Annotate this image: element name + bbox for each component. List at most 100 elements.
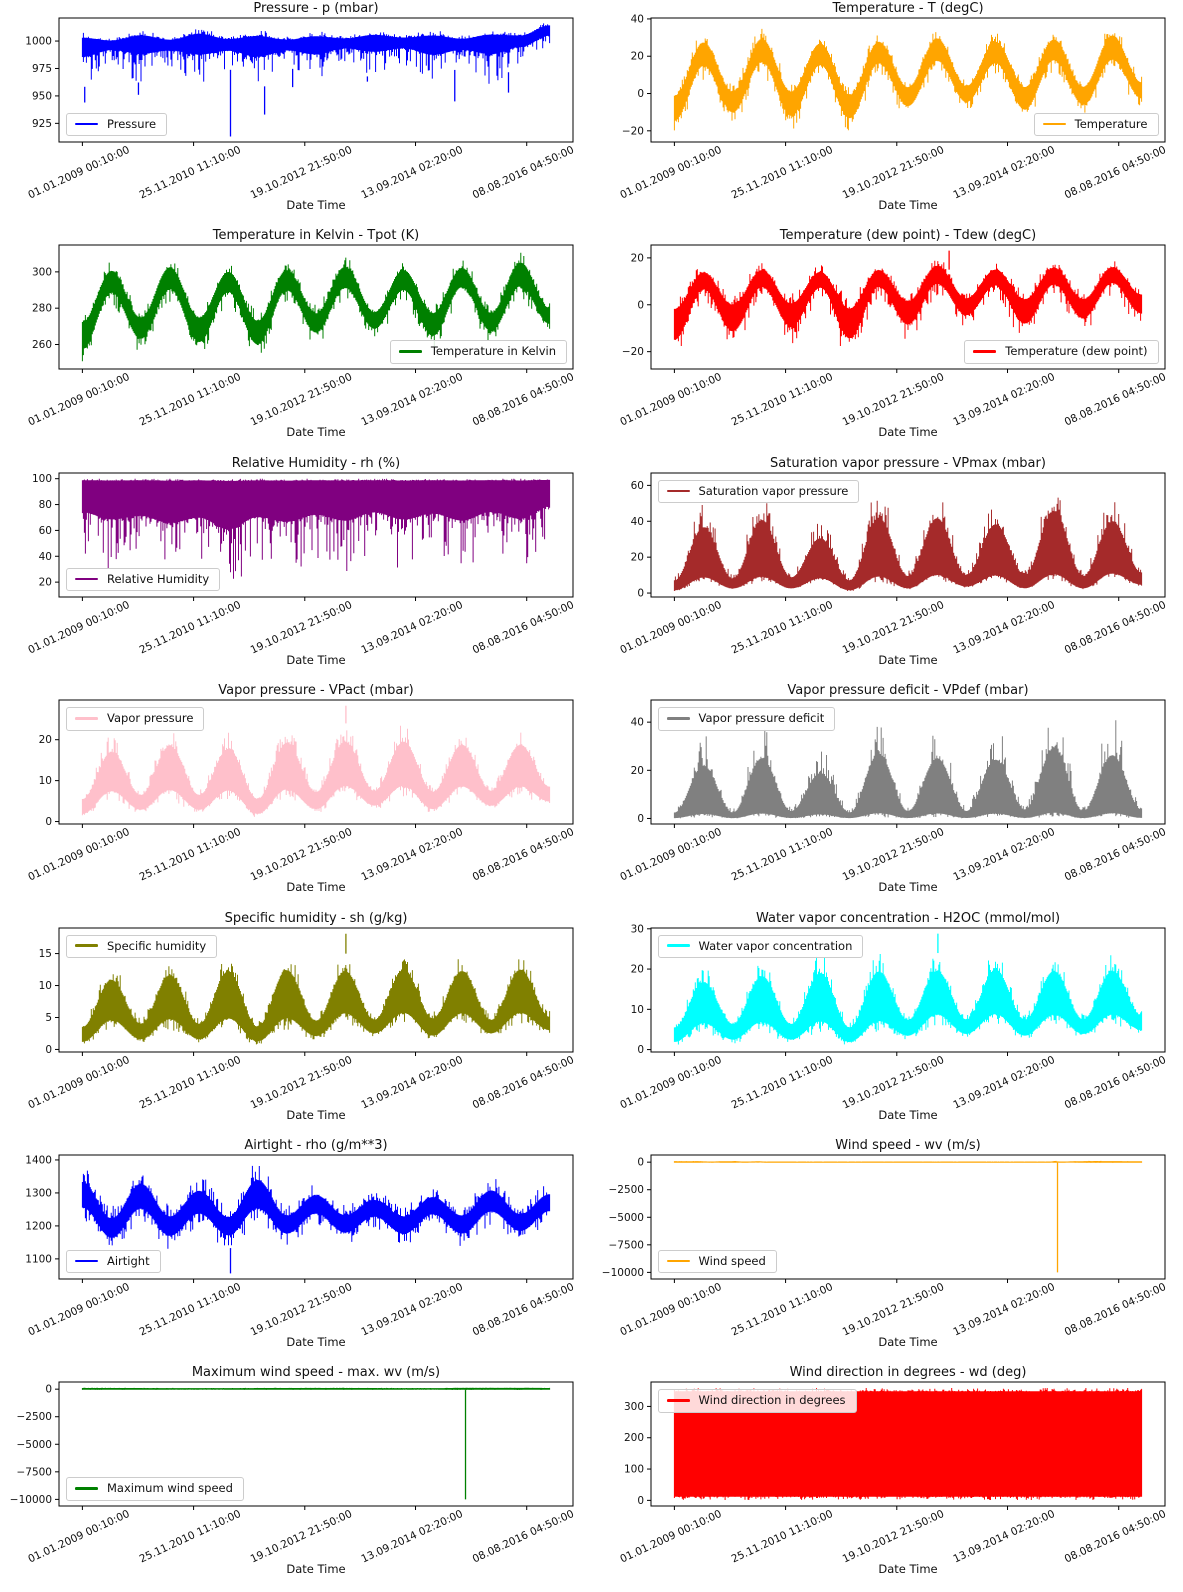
y-tick-label: 0: [637, 300, 644, 312]
x-tick-label: 25.11.2010 11:10:00: [138, 1508, 243, 1566]
y-tick-label: 60: [630, 480, 643, 492]
x-axis-label: Date Time: [878, 1335, 937, 1349]
y-tick-label: 20: [630, 551, 643, 563]
y-tick-label: 20: [39, 734, 52, 746]
legend: Temperature: [1033, 113, 1159, 137]
x-tick-label: 19.10.2012 21:50:00: [249, 371, 354, 429]
x-tick-label: 13.09.2014 02:20:00: [951, 599, 1056, 657]
x-axis-label: Date Time: [878, 653, 937, 667]
y-tick-label: 1300: [25, 1187, 52, 1199]
x-axis-label: Date Time: [286, 653, 345, 667]
legend-line-sample: [75, 717, 98, 720]
x-tick-label: 13.09.2014 02:20:00: [951, 371, 1056, 429]
x-tick-label: 13.09.2014 02:20:00: [951, 826, 1056, 884]
x-tick-label: 13.09.2014 02:20:00: [951, 1508, 1056, 1566]
plot-title: Specific humidity - sh (g/kg): [225, 911, 408, 926]
x-tick-label: 08.08.2016 04:50:00: [1062, 144, 1167, 202]
legend-label: Pressure: [107, 117, 157, 131]
y-tick-label: −20: [621, 347, 643, 359]
series-line: [81, 23, 551, 84]
y-tick-label: −5000: [608, 1212, 644, 1224]
y-tick-label: 975: [32, 63, 52, 75]
plot-title: Maximum wind speed - max. wv (m/s): [192, 1365, 440, 1380]
legend: Wind direction in degrees: [657, 1389, 857, 1413]
series-line: [673, 720, 1142, 819]
x-tick-label: 08.08.2016 04:50:00: [1062, 371, 1167, 429]
series-line: [673, 1388, 1142, 1501]
plot-border: [58, 699, 574, 825]
x-tick-label: 08.08.2016 04:50:00: [471, 1281, 576, 1339]
y-tick-label: 1400: [25, 1154, 52, 1166]
plot-title: Airtight - rho (g/m**3): [244, 1138, 387, 1153]
chart-maximum-wind-speed: Maximum wind speed - max. wv (m/s) 0 −2500…: [0, 1364, 591, 1591]
x-tick-label: 13.09.2014 02:20:00: [359, 1053, 464, 1111]
legend-line-sample: [973, 350, 997, 353]
y-tick-label: 40: [630, 717, 643, 729]
plot-title: Temperature (dew point) - Tdew (degC): [778, 228, 1035, 243]
x-tick-label: 25.11.2010 11:10:00: [138, 371, 243, 429]
x-tick-label: 01.01.2009 00:10:00: [26, 1508, 131, 1566]
x-tick-label: 08.08.2016 04:50:00: [471, 144, 576, 202]
subplot-svg: Specific humidity - sh (g/kg) 0 5 10 15 01.01…: [26, 911, 576, 1122]
chart-temperature: Temperature - T (degC) −20 0 20 40 01.01.2009…: [592, 0, 1183, 227]
legend: Wind speed: [657, 1249, 777, 1274]
y-tick-label: 300: [623, 1401, 643, 1413]
plot-title: Saturation vapor pressure - VPmax (mbar): [770, 456, 1046, 471]
subplot-svg: Airtight - rho (g/m**3) 1100 1200 1300 1400 0…: [25, 1138, 576, 1349]
y-tick-label: 5: [45, 1012, 52, 1024]
legend-label: Wind speed: [698, 1253, 766, 1268]
x-axis-label: Date Time: [878, 1562, 937, 1576]
x-tick-label: 08.08.2016 04:50:00: [471, 599, 576, 657]
x-tick-label: 19.10.2012 21:50:00: [840, 1508, 945, 1566]
legend: Temperature in Kelvin: [389, 340, 567, 364]
x-tick-label: 01.01.2009 00:10:00: [26, 1281, 131, 1339]
x-tick-label: 08.08.2016 04:50:00: [471, 1508, 576, 1566]
y-tick-label: 100: [32, 473, 52, 485]
legend-line-sample: [666, 489, 690, 493]
legend-label: Temperature in Kelvin: [430, 344, 556, 359]
y-tick-label: 60: [39, 525, 52, 537]
x-tick-label: 08.08.2016 04:50:00: [471, 371, 576, 429]
y-tick-label: 1100: [25, 1253, 52, 1265]
chart-vapor-pressure-deficit: Vapor pressure deficit - VPdef (mbar) 0 20…: [592, 682, 1183, 909]
y-tick-label: 40: [630, 516, 643, 528]
x-tick-label: 25.11.2010 11:10:00: [138, 1053, 243, 1111]
x-tick-label: 19.10.2012 21:50:00: [249, 1053, 354, 1111]
x-axis-label: Date Time: [286, 198, 345, 212]
y-tick-label: 10: [39, 980, 52, 992]
y-tick-label: −2500: [16, 1412, 52, 1424]
y-tick-label: 200: [623, 1433, 643, 1445]
y-tick-label: 20: [630, 253, 643, 265]
legend-line-sample: [666, 944, 690, 948]
legend-label: Temperature (dew point): [1005, 344, 1148, 359]
y-tick-label: 10: [630, 1003, 643, 1015]
y-tick-label: 20: [630, 963, 643, 975]
chart-vapor-pressure: Vapor pressure - VPact (mbar) 0 10 20 01.01.…: [0, 682, 591, 909]
y-tick-label: 100: [623, 1464, 643, 1476]
x-tick-label: 19.10.2012 21:50:00: [249, 599, 354, 657]
legend-line-sample: [75, 1259, 98, 1263]
chart-water-vapor-concentration: Water vapor concentration - H2OC (mmol/m…: [592, 910, 1183, 1137]
chart-temperature-kelvin: Temperature in Kelvin - Tpot (K) 260 280 30…: [0, 227, 591, 454]
x-tick-label: 13.09.2014 02:20:00: [359, 144, 464, 202]
y-tick-label: 300: [32, 267, 52, 279]
series-line: [673, 1160, 1142, 1163]
x-tick-label: 08.08.2016 04:50:00: [471, 1053, 576, 1111]
plot-title: Temperature - T (degC): [831, 1, 983, 16]
subplot-svg: Temperature in Kelvin - Tpot (K) 260 280 30…: [26, 228, 576, 439]
x-tick-label: 19.10.2012 21:50:00: [249, 1281, 354, 1339]
x-tick-label: 01.01.2009 00:10:00: [618, 1053, 723, 1111]
plot-border: [650, 1381, 1165, 1507]
x-tick-label: 13.09.2014 02:20:00: [359, 1281, 464, 1339]
plot-border: [650, 244, 1165, 370]
x-tick-label: 25.11.2010 11:10:00: [729, 371, 834, 429]
legend: Airtight: [66, 1249, 161, 1274]
x-tick-label: 08.08.2016 04:50:00: [1062, 1053, 1167, 1111]
y-tick-label: −7500: [608, 1239, 644, 1251]
legend: Specific humidity: [66, 934, 218, 958]
x-axis-label: Date Time: [286, 1562, 345, 1576]
x-axis-label: Date Time: [878, 198, 937, 212]
x-tick-label: 19.10.2012 21:50:00: [840, 599, 945, 657]
y-tick-label: 0: [45, 816, 52, 828]
y-tick-label: −20: [621, 125, 643, 137]
